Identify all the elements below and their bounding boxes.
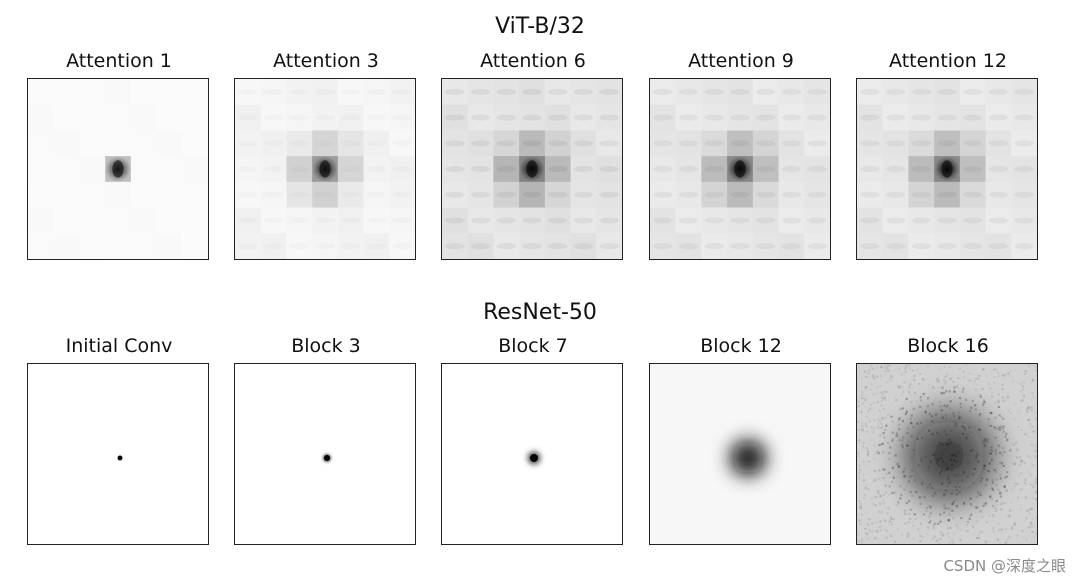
vit-attention-map-12 [856,78,1038,260]
resnet-row-title: ResNet-50 [483,300,597,325]
vit-panel-label-1: Attention 1 [66,50,172,72]
vit-panel-label-2: Attention 3 [273,50,379,72]
vit-panel-label-4: Attention 9 [688,50,794,72]
vit-attention-map-1 [27,78,209,260]
resnet-panel-label-3: Block 7 [498,335,568,357]
resnet-panel-label-2: Block 3 [291,335,361,357]
resnet-receptive-field-block-16 [856,363,1038,545]
resnet-panel-label-5: Block 16 [907,335,989,357]
resnet-panel-label-1: Initial Conv [65,335,173,357]
resnet-receptive-field-block-7 [441,363,623,545]
resnet-receptive-field-block-12 [649,363,831,545]
watermark: CSDN @深度之眼 [943,557,1066,575]
vit-row-title: ViT-B/32 [495,14,585,39]
resnet-receptive-field-block-3 [234,363,416,545]
vit-attention-map-6 [441,78,623,260]
vit-panel-label-3: Attention 6 [480,50,586,72]
vit-panel-label-5: Attention 12 [889,50,1007,72]
vit-attention-map-3 [234,78,416,260]
vit-attention-map-9 [649,78,831,260]
resnet-receptive-field-initial-conv [27,363,209,545]
resnet-panel-label-4: Block 12 [700,335,782,357]
